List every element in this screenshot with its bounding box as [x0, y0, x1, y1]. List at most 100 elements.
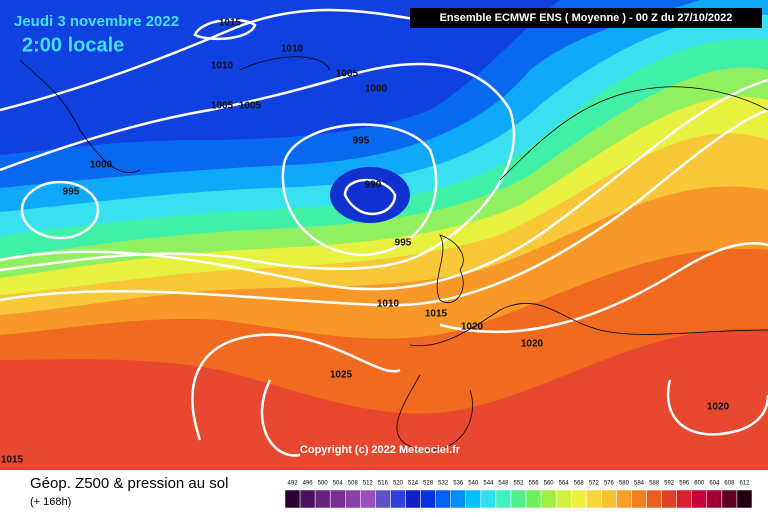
scale-swatch — [676, 489, 692, 509]
scale-swatch — [345, 489, 361, 509]
scale-label: 580 — [619, 481, 630, 487]
scale-label: 588 — [649, 481, 660, 487]
scale-swatch — [465, 489, 482, 509]
scale-label: 608 — [724, 481, 735, 487]
isobar-label: 1015 — [219, 18, 242, 29]
scale-swatch — [721, 489, 738, 509]
isobar — [0, 8, 421, 112]
scale-label: 528 — [423, 481, 434, 487]
isobar-label: 1000 — [90, 160, 113, 171]
scale-label: 564 — [559, 481, 570, 487]
isobar — [281, 123, 438, 257]
scale-label: 532 — [438, 481, 449, 487]
isobar — [193, 18, 257, 41]
scale-swatch — [510, 489, 527, 509]
isobar — [260, 379, 301, 457]
isobar — [0, 78, 768, 291]
scale-label: 568 — [574, 481, 585, 487]
scale-label: 496 — [303, 481, 314, 487]
isobar-label: 990 — [365, 180, 382, 191]
coastline — [19, 59, 141, 173]
scale-swatch — [646, 489, 662, 509]
scale-label: 544 — [483, 481, 494, 487]
scale-swatch — [299, 489, 316, 509]
isobar-label: 995 — [63, 187, 80, 198]
scale-label: 512 — [363, 481, 374, 487]
isobar — [666, 379, 768, 436]
scale-label: 576 — [604, 481, 615, 487]
isobar-labels: 1015 1010 1010 1005 1005 1005 1000 1000 995 995 99… — [1, 18, 730, 466]
scale-swatch — [450, 489, 467, 509]
scale-label: 536 — [453, 481, 464, 487]
scale-swatch — [329, 489, 346, 509]
scale-swatch — [736, 489, 753, 509]
scale-label: 592 — [664, 481, 675, 487]
isobar-label: 1005 — [239, 101, 262, 112]
isobar-label: 1005 — [336, 69, 359, 80]
isobar-label: 1010 — [377, 299, 400, 310]
scale-swatch — [706, 489, 723, 509]
band — [0, 0, 560, 155]
scale-swatch — [284, 489, 301, 509]
scale-swatch — [616, 489, 632, 509]
isobar-label: 1000 — [365, 84, 388, 95]
scale-label: 596 — [679, 481, 690, 487]
time: 2:00 locale — [22, 34, 124, 56]
isobar-label: 1020 — [707, 402, 730, 413]
isobar-label: 1015 — [1, 455, 24, 466]
scale-swatch — [435, 489, 451, 509]
scale-swatch — [691, 489, 708, 509]
copyright: Copyright (c) 2022 Meteociel.fr — [300, 444, 461, 456]
scale-label: 504 — [333, 481, 344, 487]
scale-label: 524 — [408, 481, 419, 487]
scale-swatch — [420, 489, 436, 509]
isobar-label: 1010 — [211, 61, 234, 72]
scale-label: 612 — [739, 481, 750, 487]
isobar-label: 1025 — [330, 370, 353, 381]
scale-swatch — [631, 489, 647, 509]
scale-label: 500 — [318, 481, 329, 487]
scale-label: 560 — [544, 481, 555, 487]
scale-label: 520 — [393, 481, 404, 487]
scale-swatch — [390, 489, 406, 509]
legend-subtitle: (+ 168h) — [30, 496, 71, 508]
color-scale: 492 496 500 504 508 512 516 520 524 528 532 536 540 5… — [284, 481, 753, 509]
isobar — [0, 62, 516, 272]
isobars — [0, 8, 768, 457]
scale-label: 516 — [378, 481, 389, 487]
scale-swatch — [601, 489, 617, 509]
isobar-label: 1005 — [211, 101, 234, 112]
scale-label: 604 — [709, 481, 720, 487]
scale-swatch — [375, 489, 391, 509]
model-info: Ensemble ECMWF ENS ( Moyenne ) - 00 Z du… — [440, 12, 733, 24]
scale-label: 584 — [634, 481, 645, 487]
coastline — [239, 56, 331, 71]
scale-swatch — [555, 489, 572, 509]
scale-label: 552 — [513, 481, 524, 487]
scale-label: 540 — [468, 481, 479, 487]
background-bands — [0, 0, 768, 470]
isobar — [20, 180, 100, 240]
coastline — [499, 86, 768, 181]
scale-label: 508 — [348, 481, 359, 487]
isobar-label: 1015 — [425, 309, 448, 320]
scale-swatch — [525, 489, 542, 509]
scale-label: 572 — [589, 481, 600, 487]
coastlines — [19, 56, 768, 451]
coastline — [436, 234, 464, 303]
scale-swatch — [314, 489, 331, 509]
scale-swatch — [661, 489, 677, 509]
coastline — [409, 302, 768, 347]
isobar — [0, 108, 768, 307]
scale-swatch — [405, 489, 421, 509]
coastline — [396, 374, 473, 451]
low-center — [330, 167, 410, 223]
isobar-label: 1010 — [281, 44, 304, 55]
isobar-label: 1020 — [461, 322, 484, 333]
model-box — [410, 8, 762, 28]
scale-label: 556 — [529, 481, 540, 487]
scale-label: 492 — [288, 481, 299, 487]
isobar — [343, 178, 397, 215]
date: Jeudi 3 novembre 2022 — [14, 13, 179, 30]
